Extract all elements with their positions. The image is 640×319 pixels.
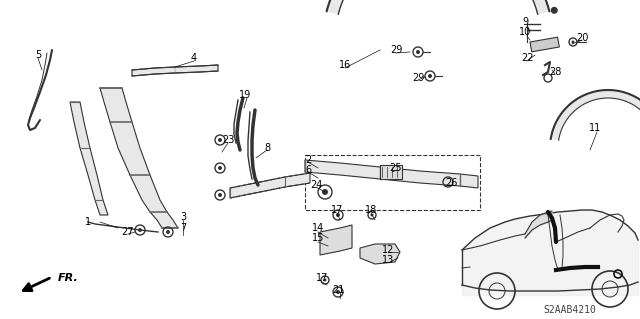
- Circle shape: [336, 290, 340, 294]
- Circle shape: [323, 278, 326, 281]
- Polygon shape: [70, 102, 108, 215]
- Text: FR.: FR.: [58, 273, 79, 283]
- Text: 14: 14: [312, 223, 324, 233]
- Text: 27: 27: [122, 227, 134, 237]
- Text: 7: 7: [180, 223, 186, 233]
- Circle shape: [218, 166, 222, 170]
- Text: 10: 10: [519, 27, 531, 37]
- Circle shape: [336, 213, 340, 217]
- Text: 29: 29: [390, 45, 402, 55]
- Text: 22: 22: [521, 53, 533, 63]
- Text: 18: 18: [365, 205, 377, 215]
- Text: 23: 23: [222, 135, 234, 145]
- Polygon shape: [305, 160, 478, 188]
- Polygon shape: [320, 225, 352, 255]
- Circle shape: [551, 7, 558, 14]
- Text: 3: 3: [180, 212, 186, 222]
- Text: 16: 16: [339, 60, 351, 70]
- Text: 11: 11: [589, 123, 601, 133]
- Text: 17: 17: [316, 273, 328, 283]
- Circle shape: [428, 74, 432, 78]
- Bar: [530, 37, 559, 52]
- Text: 24: 24: [310, 180, 322, 190]
- Text: 13: 13: [382, 255, 394, 265]
- Text: 12: 12: [382, 245, 394, 255]
- Text: 19: 19: [239, 90, 251, 100]
- Text: 9: 9: [522, 17, 528, 27]
- Polygon shape: [100, 88, 178, 228]
- Bar: [380, 165, 402, 179]
- Polygon shape: [550, 90, 640, 140]
- Circle shape: [218, 193, 222, 197]
- Text: 6: 6: [305, 165, 311, 175]
- Polygon shape: [132, 65, 218, 76]
- Circle shape: [138, 228, 142, 232]
- Text: 28: 28: [549, 67, 561, 77]
- Text: 15: 15: [312, 233, 324, 243]
- Text: 1: 1: [85, 217, 91, 227]
- Text: 8: 8: [264, 143, 270, 153]
- Text: 25: 25: [388, 163, 401, 173]
- Polygon shape: [360, 244, 400, 264]
- Text: 29: 29: [412, 73, 424, 83]
- Text: 17: 17: [331, 205, 343, 215]
- Circle shape: [322, 189, 328, 195]
- Circle shape: [166, 230, 170, 234]
- Text: 4: 4: [191, 53, 197, 63]
- Text: 20: 20: [576, 33, 588, 43]
- Circle shape: [218, 138, 222, 142]
- Polygon shape: [326, 0, 549, 14]
- Circle shape: [371, 213, 374, 217]
- Text: 26: 26: [445, 178, 457, 188]
- Polygon shape: [230, 173, 310, 198]
- Text: S2AAB4210: S2AAB4210: [543, 305, 596, 315]
- Text: 21: 21: [332, 285, 344, 295]
- Circle shape: [416, 50, 420, 54]
- Text: 5: 5: [35, 50, 41, 60]
- Circle shape: [572, 41, 575, 43]
- Text: 2: 2: [305, 155, 311, 165]
